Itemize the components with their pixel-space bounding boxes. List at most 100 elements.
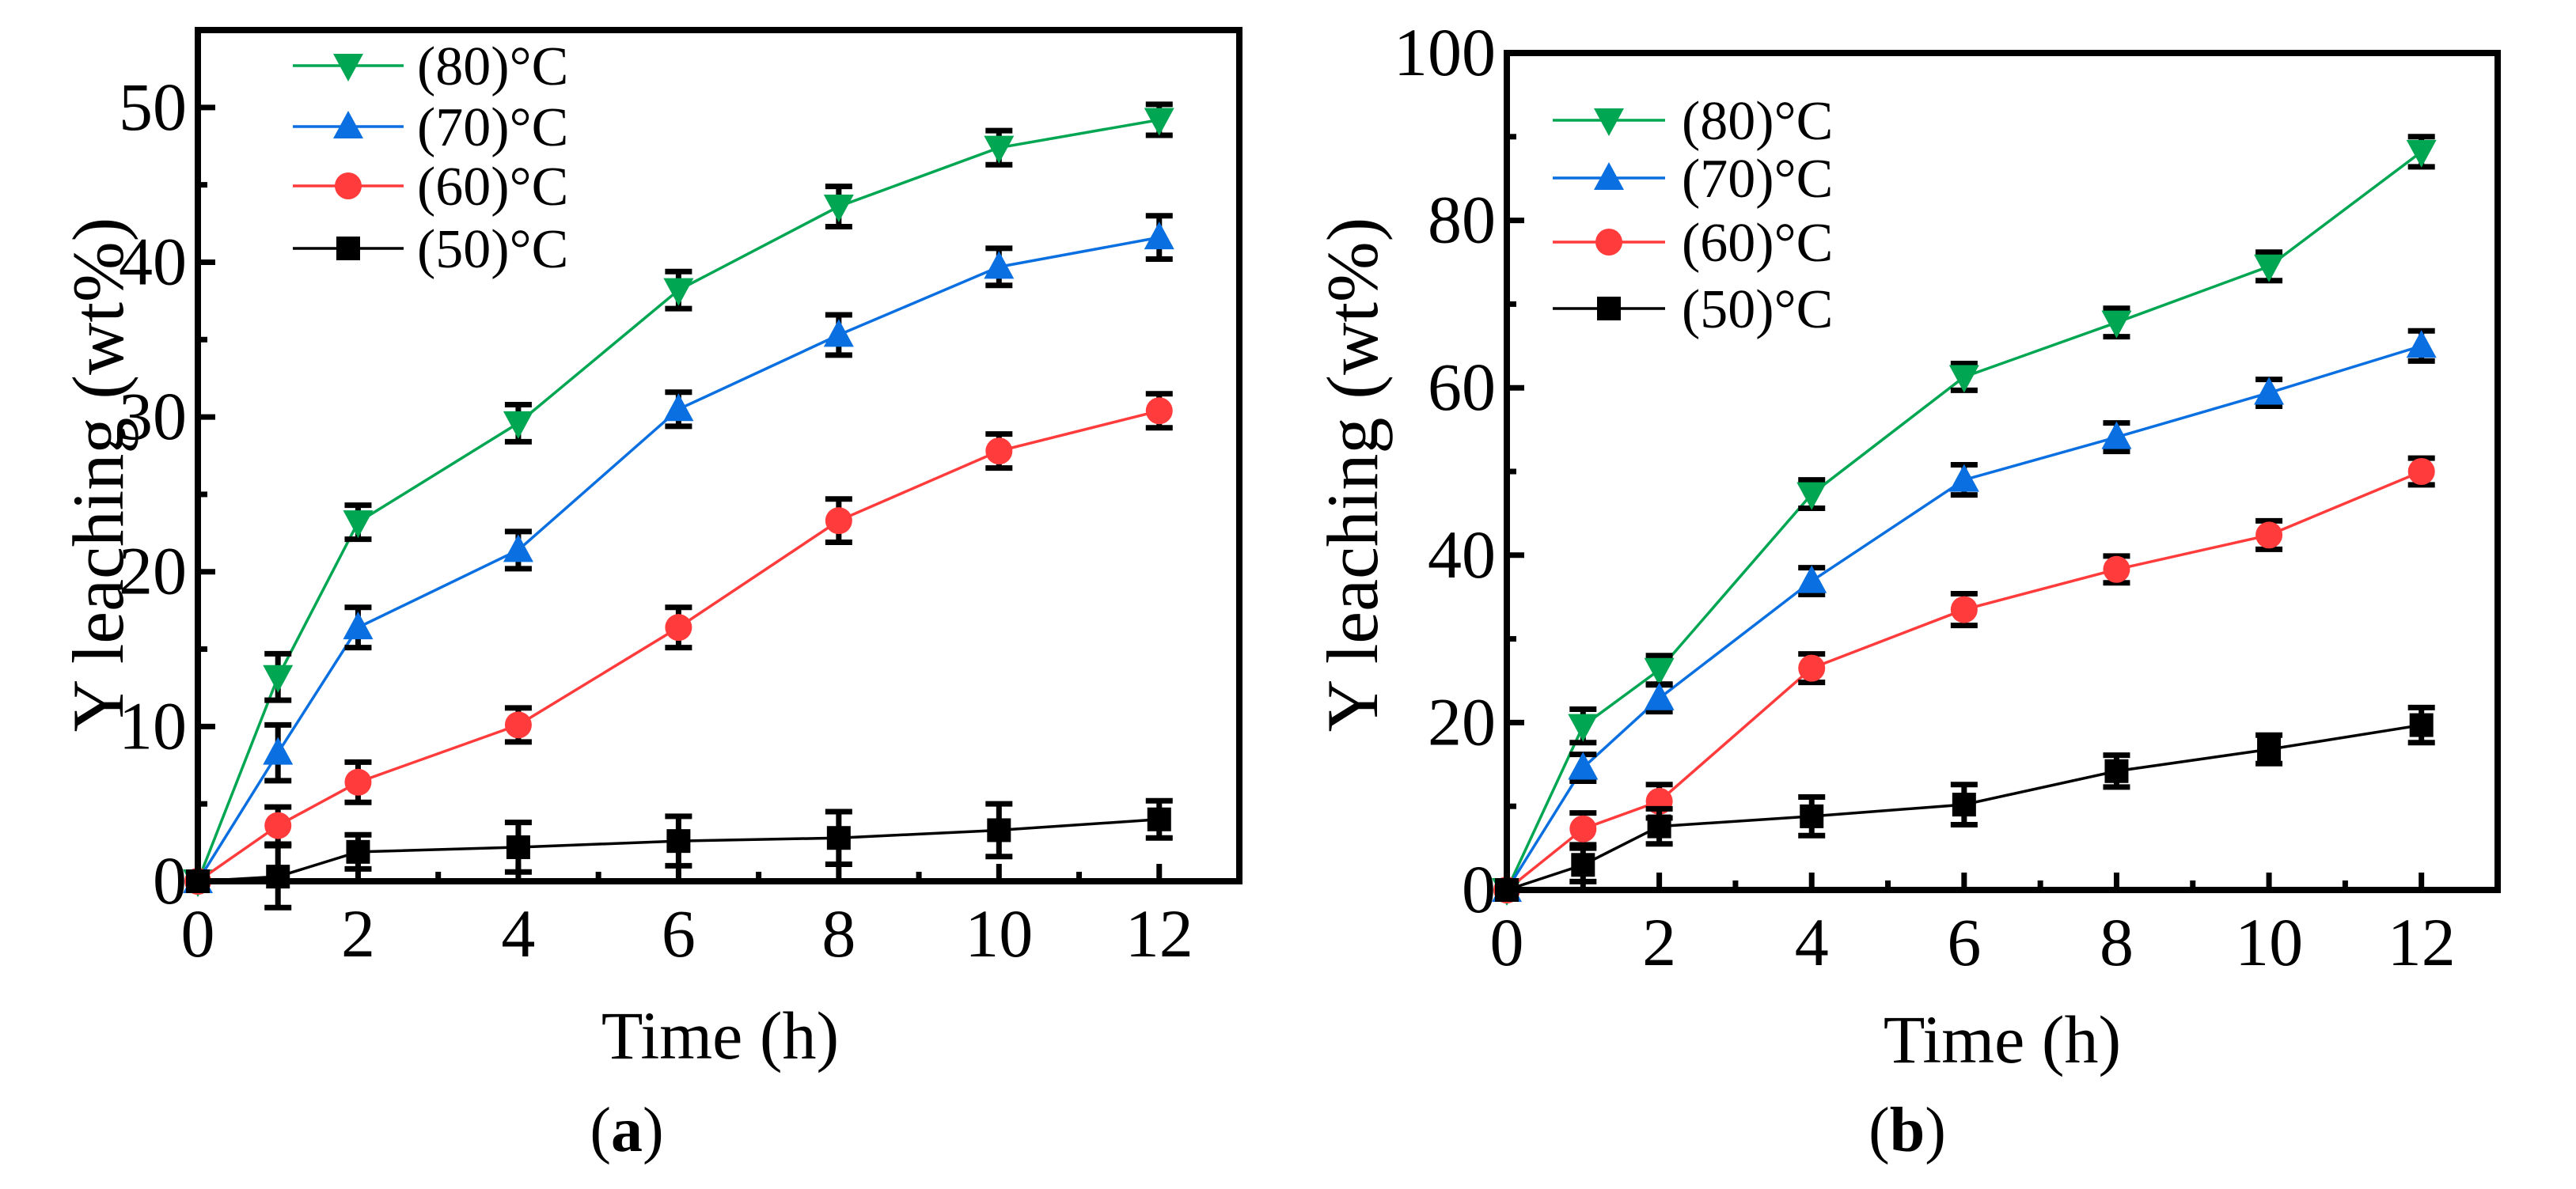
x-axis-label: Time (h) [601,998,839,1074]
x-tick-label: 6 [662,896,696,971]
x-tick-label: 4 [501,896,535,971]
data-point [263,736,294,765]
chart-panel-a: 0 2 4 6 8 10 12 0 10 20 30 40 50 (80)°C(70)°C(60)°C(5… [58,27,1242,1165]
panel-letter: b [1890,1096,1925,1165]
legend-marker [333,111,363,138]
data-point [2254,254,2285,282]
data-point [2103,555,2130,583]
data-point [823,319,854,347]
data-point [2255,521,2283,549]
data-point [1952,793,1976,817]
data-point [1800,804,1824,828]
panel-caption: (a) [590,1096,663,1165]
legend-marker [1595,229,1622,256]
data-point [823,195,854,223]
caption-paren: ) [643,1096,664,1165]
caption-paren: ( [590,1096,611,1165]
data-point [1950,596,1978,623]
series-line [1505,470,2422,892]
data-point [503,534,533,562]
data-point [503,411,533,439]
y-tick-label: 0 [153,843,187,918]
series-line [197,409,1160,883]
data-point [2104,759,2129,783]
legend-marker [1597,297,1621,320]
series-2 [184,391,1173,895]
data-point [2257,737,2282,762]
data-point [984,251,1015,279]
y-tick-label: 0 [1462,851,1496,927]
x-tick-label: 2 [1642,904,1676,980]
legend-marker [333,54,363,81]
x-tick-label: 2 [341,896,375,971]
data-point [1644,682,1675,710]
x-tick-label: 6 [1947,904,1981,980]
y-tick-label: 100 [1394,14,1496,90]
data-point [343,612,374,640]
data-point [1144,222,1174,250]
x-tick-label: 10 [965,896,1033,971]
data-point [2101,421,2132,449]
plot-frame [195,27,1242,884]
y-tick-label: 80 [1428,182,1496,258]
data-point [666,829,691,854]
caption-paren: ) [1925,1096,1946,1165]
x-axis-label: Time (h) [1884,1002,2121,1077]
data-point [2406,139,2437,168]
series-2 [1493,455,2435,903]
data-point [987,818,1011,843]
data-point [1568,752,1599,780]
data-point [1948,464,1979,492]
data-point [504,711,532,739]
y-tick-label: 20 [1428,683,1496,759]
y-axis-label: Y leaching (wt%) [58,218,138,733]
legend-marker [1594,162,1624,190]
y-tick-label: 20 [119,533,187,609]
legend-marker [1594,108,1624,136]
y-axis-label: Y leaching (wt%) [1312,218,1393,733]
x-tick-label: 10 [2235,904,2303,980]
data-point [344,768,372,796]
y-tick-label: 40 [119,223,187,299]
x-tick-label: 0 [181,896,215,971]
data-point [1647,814,1671,839]
x-tick-label: 12 [2388,904,2456,980]
series-1 [183,213,1174,893]
series-line [196,236,1160,882]
y-tick-label: 10 [119,687,187,763]
series-line [197,817,1159,883]
series-line [1505,150,2422,891]
x-tick-label: 12 [1125,896,1193,971]
data-point [1568,714,1599,742]
legend-marker [336,237,360,260]
data-point [2407,458,2435,485]
y-tick-label: 50 [119,69,187,145]
data-point [663,278,694,306]
legend-label: (60)°C [1682,213,1833,274]
data-point [2409,713,2434,737]
data-point [1796,482,1827,510]
plot-frame [1504,50,2501,893]
data-point [266,865,290,889]
x-tick-label: 8 [2100,904,2134,980]
legend-label: (50)°C [1682,279,1833,340]
legend-label: (60)°C [417,157,568,218]
data-point [665,614,692,642]
data-point [1948,365,1979,393]
data-point [984,135,1015,164]
legend-label: (70)°C [1682,149,1833,210]
data-point [826,826,851,850]
data-point [663,393,694,422]
data-point [1571,853,1595,877]
data-point [1147,807,1171,831]
y-tick-label: 30 [119,378,187,454]
data-point [1798,654,1826,682]
caption-paren: ( [1868,1096,1890,1165]
chart-panel-b: 0 2 4 6 8 10 12020406080100(80)°C(70)°C(60)°C(… [1312,14,2501,1165]
legend-label: (80)°C [417,36,568,97]
panel-letter: a [611,1096,643,1165]
series-line [1506,723,2422,892]
y-tick-label: 40 [1428,517,1496,593]
legend-label: (70)°C [417,97,568,158]
legend-label: (50)°C [417,219,568,280]
